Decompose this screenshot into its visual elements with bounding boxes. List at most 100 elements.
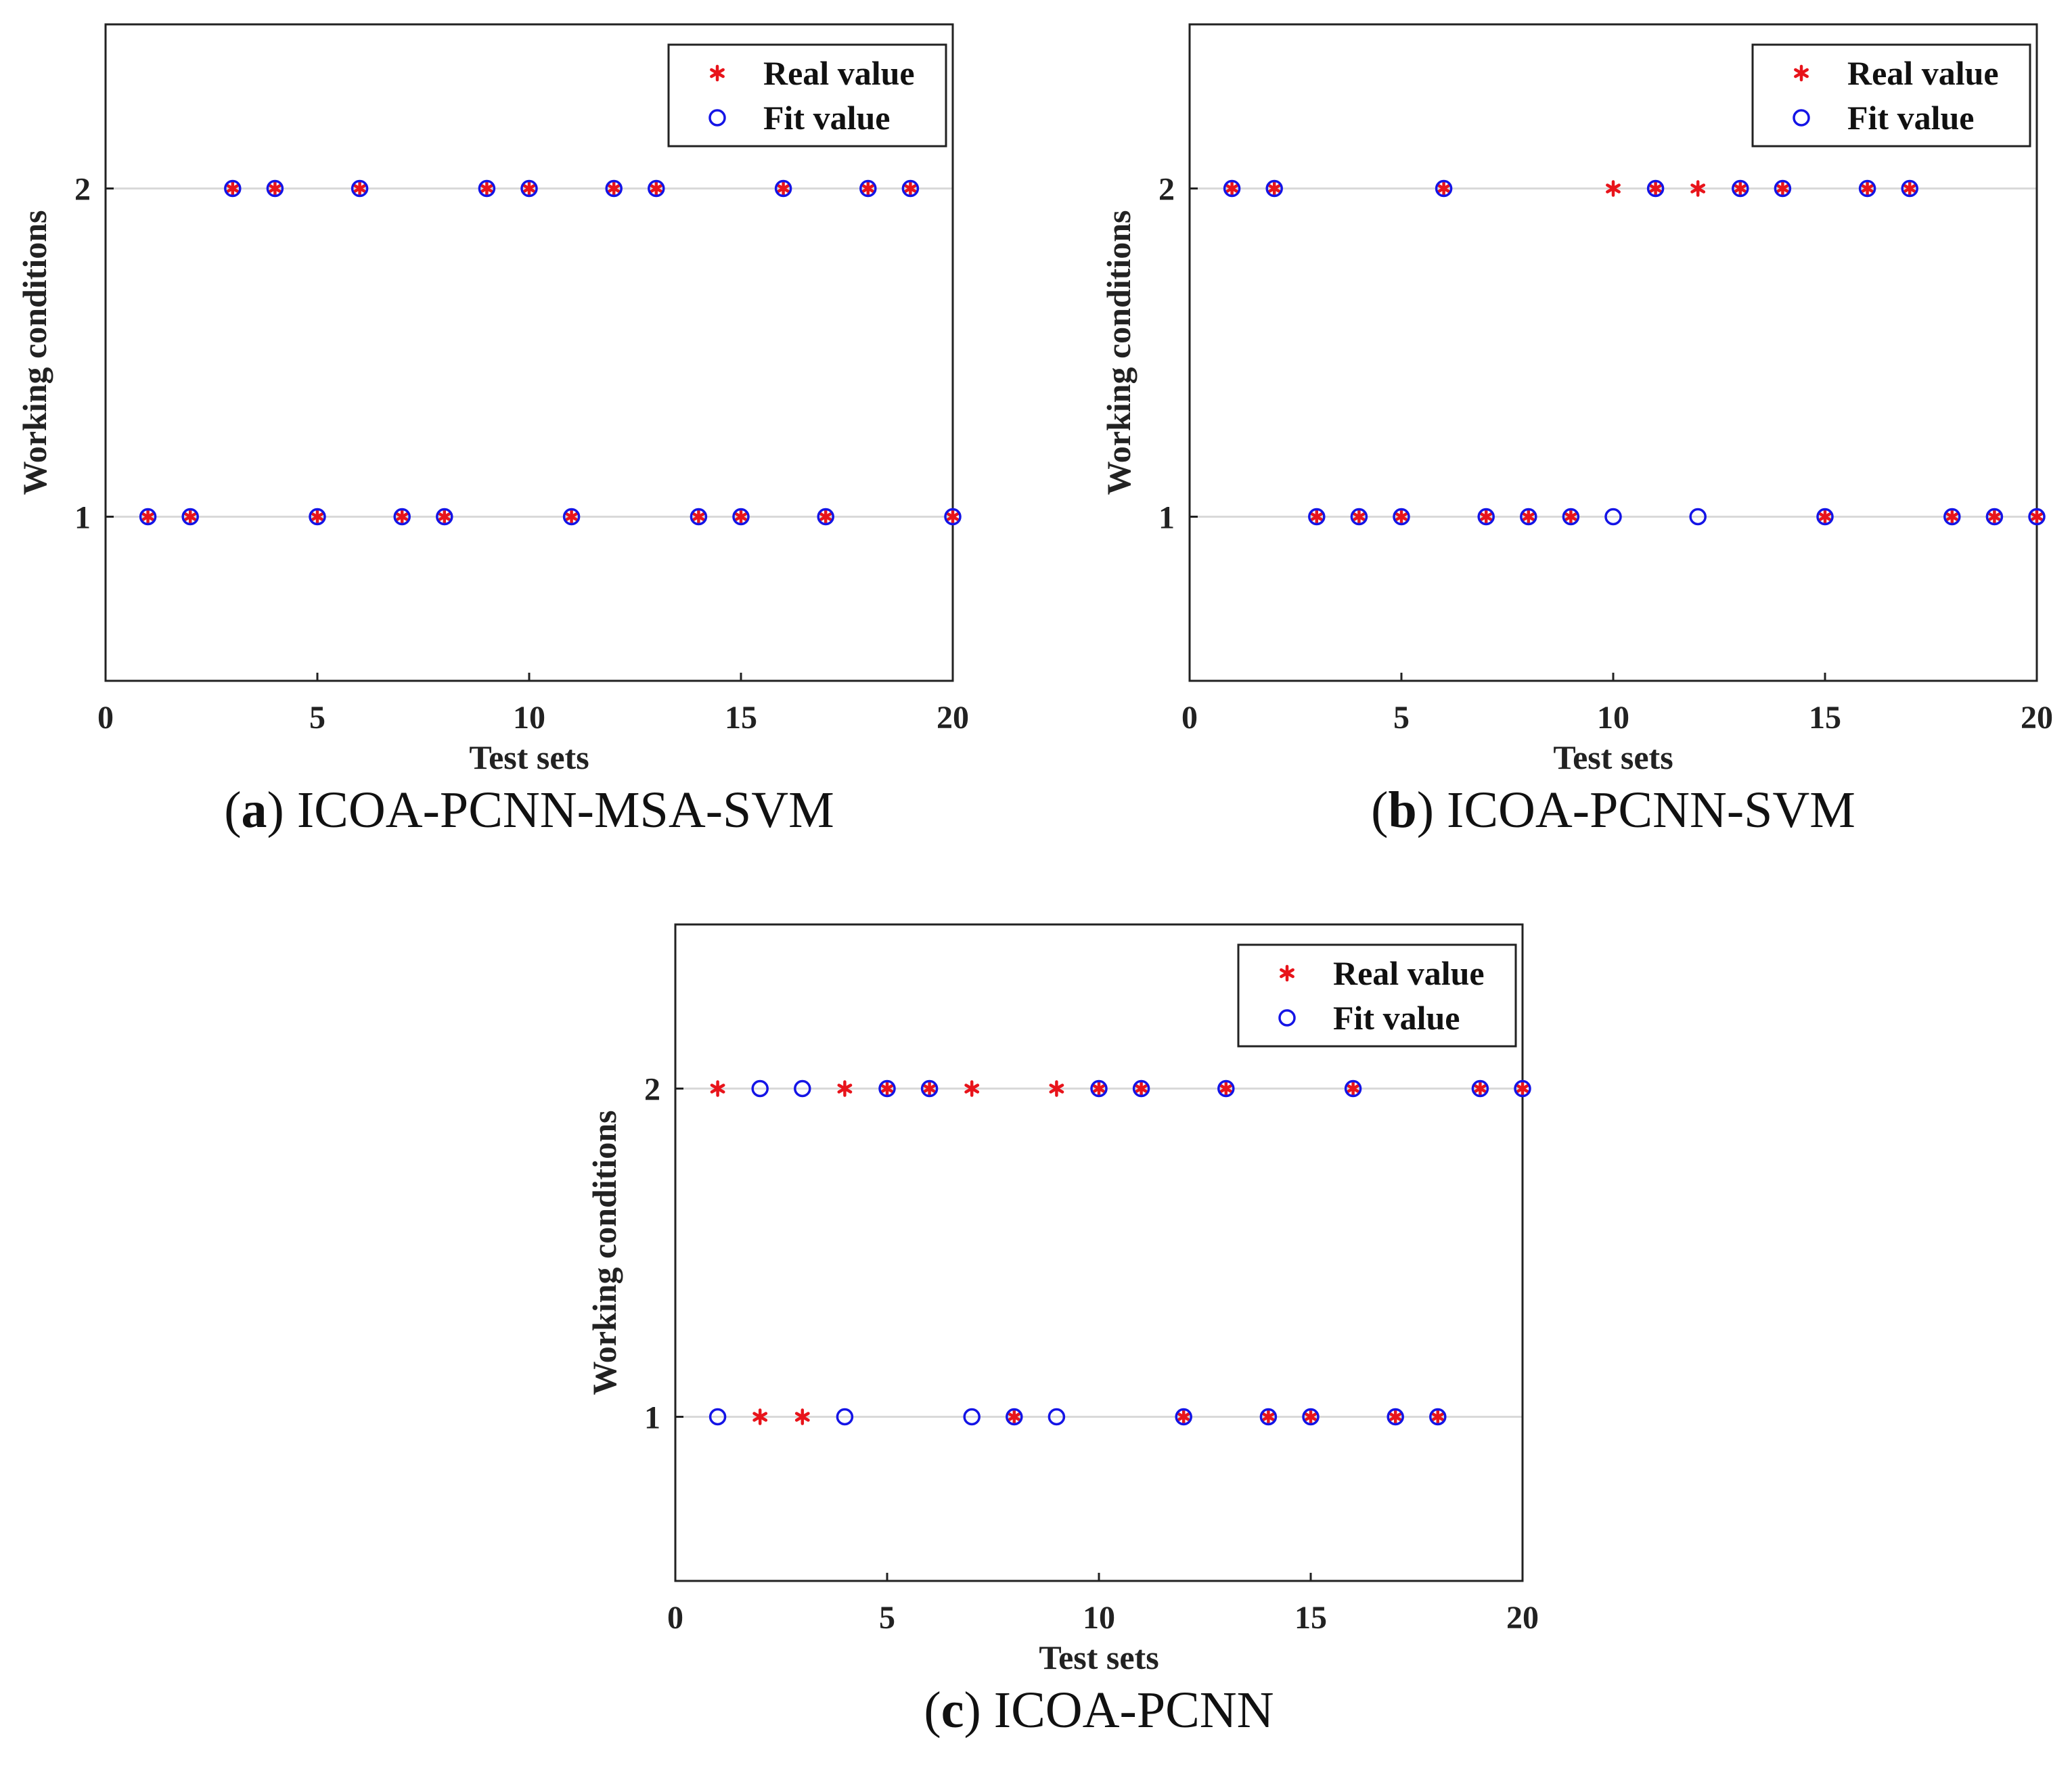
real-value-point (945, 508, 960, 525)
legend-real-marker (710, 64, 725, 82)
real-value-point (752, 1408, 768, 1425)
real-value-point (964, 1080, 980, 1097)
fit-value-point (1302, 1408, 1320, 1426)
fit-value-point (1774, 179, 1792, 198)
x-tick-label: 10 (513, 700, 545, 736)
x-tick-label: 0 (1181, 700, 1198, 736)
real-value-point (310, 508, 325, 525)
real-value-point (352, 180, 367, 197)
panel-caption: (c) ICOA-PCNN (924, 1682, 1274, 1739)
legend-box (1237, 943, 1517, 1048)
real-value-point (225, 180, 240, 197)
fit-value-point (1429, 1408, 1447, 1426)
real-value-point (1860, 180, 1875, 197)
fit-value-point (436, 508, 453, 526)
chart-panel-b: 0 5 10 15 20 1 2 Test sets Working conditions Rea… (1100, 23, 2053, 839)
real-value-point (903, 180, 918, 197)
fit-value-point (1562, 508, 1580, 526)
fit-value-point (1471, 1079, 1489, 1098)
fit-value-point (1350, 508, 1368, 526)
legend-entry: Fit value (1333, 999, 1460, 1037)
real-value-point (1690, 180, 1706, 197)
x-axis-label: Test sets (469, 738, 589, 776)
fit-value-point (520, 179, 538, 198)
fit-value-point (732, 508, 750, 526)
real-value-point (860, 180, 876, 197)
legend-fit-marker (708, 109, 726, 127)
fit-value-point (1048, 1408, 1066, 1426)
y-tick-label: 1 (644, 1400, 660, 1436)
real-value-point (1775, 180, 1791, 197)
fit-value-point (1344, 1079, 1362, 1098)
real-value-point (140, 508, 156, 525)
real-value-point (880, 1080, 895, 1097)
fit-value-point (309, 508, 326, 526)
fit-value-point (1943, 508, 1961, 526)
fit-value-point (794, 1079, 811, 1098)
legend: Real value Fit value (1237, 943, 1517, 1048)
y-tick-label: 2 (74, 172, 91, 208)
real-value-point (1818, 508, 1832, 525)
fit-value-point (393, 508, 411, 526)
x-tick-label: 5 (879, 1600, 895, 1636)
fit-value-point (859, 179, 877, 198)
fit-value-point (708, 1408, 727, 1426)
chart-panel-c: 0 5 10 15 20 1 2 Test sets Working conditions Rea… (585, 923, 1539, 1739)
legend-real-marker (1280, 964, 1294, 982)
fit-value-point (1514, 1079, 1531, 1098)
real-value-point (1309, 508, 1324, 525)
y-tick-label: 1 (1158, 500, 1175, 536)
x-tick-label: 5 (309, 700, 325, 736)
fit-value-point (351, 179, 369, 198)
legend: Real value Fit value (1751, 43, 2031, 148)
fit-value-point (1006, 1408, 1023, 1426)
real-value-point (267, 180, 283, 197)
real-value-point (1648, 180, 1663, 197)
x-tick-label: 20 (2021, 700, 2053, 736)
real-value-point (1049, 1080, 1064, 1097)
fit-value-point (2028, 508, 2046, 526)
fit-value-point (690, 508, 708, 526)
real-value-point (1345, 1080, 1361, 1097)
real-value-point (522, 180, 537, 197)
fit-value-point (920, 1079, 939, 1098)
real-value-point (922, 1080, 937, 1097)
fit-value-point (1132, 1079, 1150, 1098)
fit-value-point (224, 179, 242, 198)
x-tick-label: 10 (1597, 700, 1629, 736)
x-tick-label: 15 (1809, 700, 1841, 736)
real-value-point (794, 1408, 810, 1425)
legend-entry: Fit value (1847, 99, 1974, 137)
fit-value-point (1308, 508, 1326, 526)
fit-value-point (266, 179, 284, 198)
real-value-point (2029, 508, 2044, 525)
real-value-point (1218, 1080, 1234, 1097)
real-value-point (775, 180, 791, 197)
x-tick-label: 10 (1083, 1600, 1115, 1636)
x-tick-label: 0 (667, 1600, 683, 1636)
real-value-point (479, 180, 495, 197)
fit-value-point (1175, 1408, 1192, 1426)
fit-value-point (1520, 508, 1537, 526)
real-value-point (818, 508, 834, 525)
fit-value-point (817, 508, 834, 526)
x-tick-label: 20 (1506, 1600, 1539, 1636)
fit-value-point (1858, 179, 1876, 198)
real-value-point (1267, 180, 1282, 197)
fit-value-point (1646, 179, 1665, 198)
y-axis-label: Working conditions (16, 210, 53, 495)
real-value-point (606, 180, 622, 197)
x-axis-label: Test sets (1039, 1638, 1158, 1676)
legend: Real value Fit value (667, 43, 947, 148)
legend-fit-marker (1793, 109, 1810, 127)
y-axis-label: Working conditions (585, 1111, 623, 1395)
fit-value-point (1435, 179, 1453, 198)
legend-entry: Real value (1847, 54, 1999, 92)
fit-value-point (181, 508, 199, 526)
x-tick-label: 5 (1393, 700, 1410, 736)
fit-value-point (1477, 508, 1495, 526)
legend-real-marker (1794, 64, 1809, 82)
fit-value-point (648, 179, 665, 198)
real-value-point (1436, 180, 1451, 197)
